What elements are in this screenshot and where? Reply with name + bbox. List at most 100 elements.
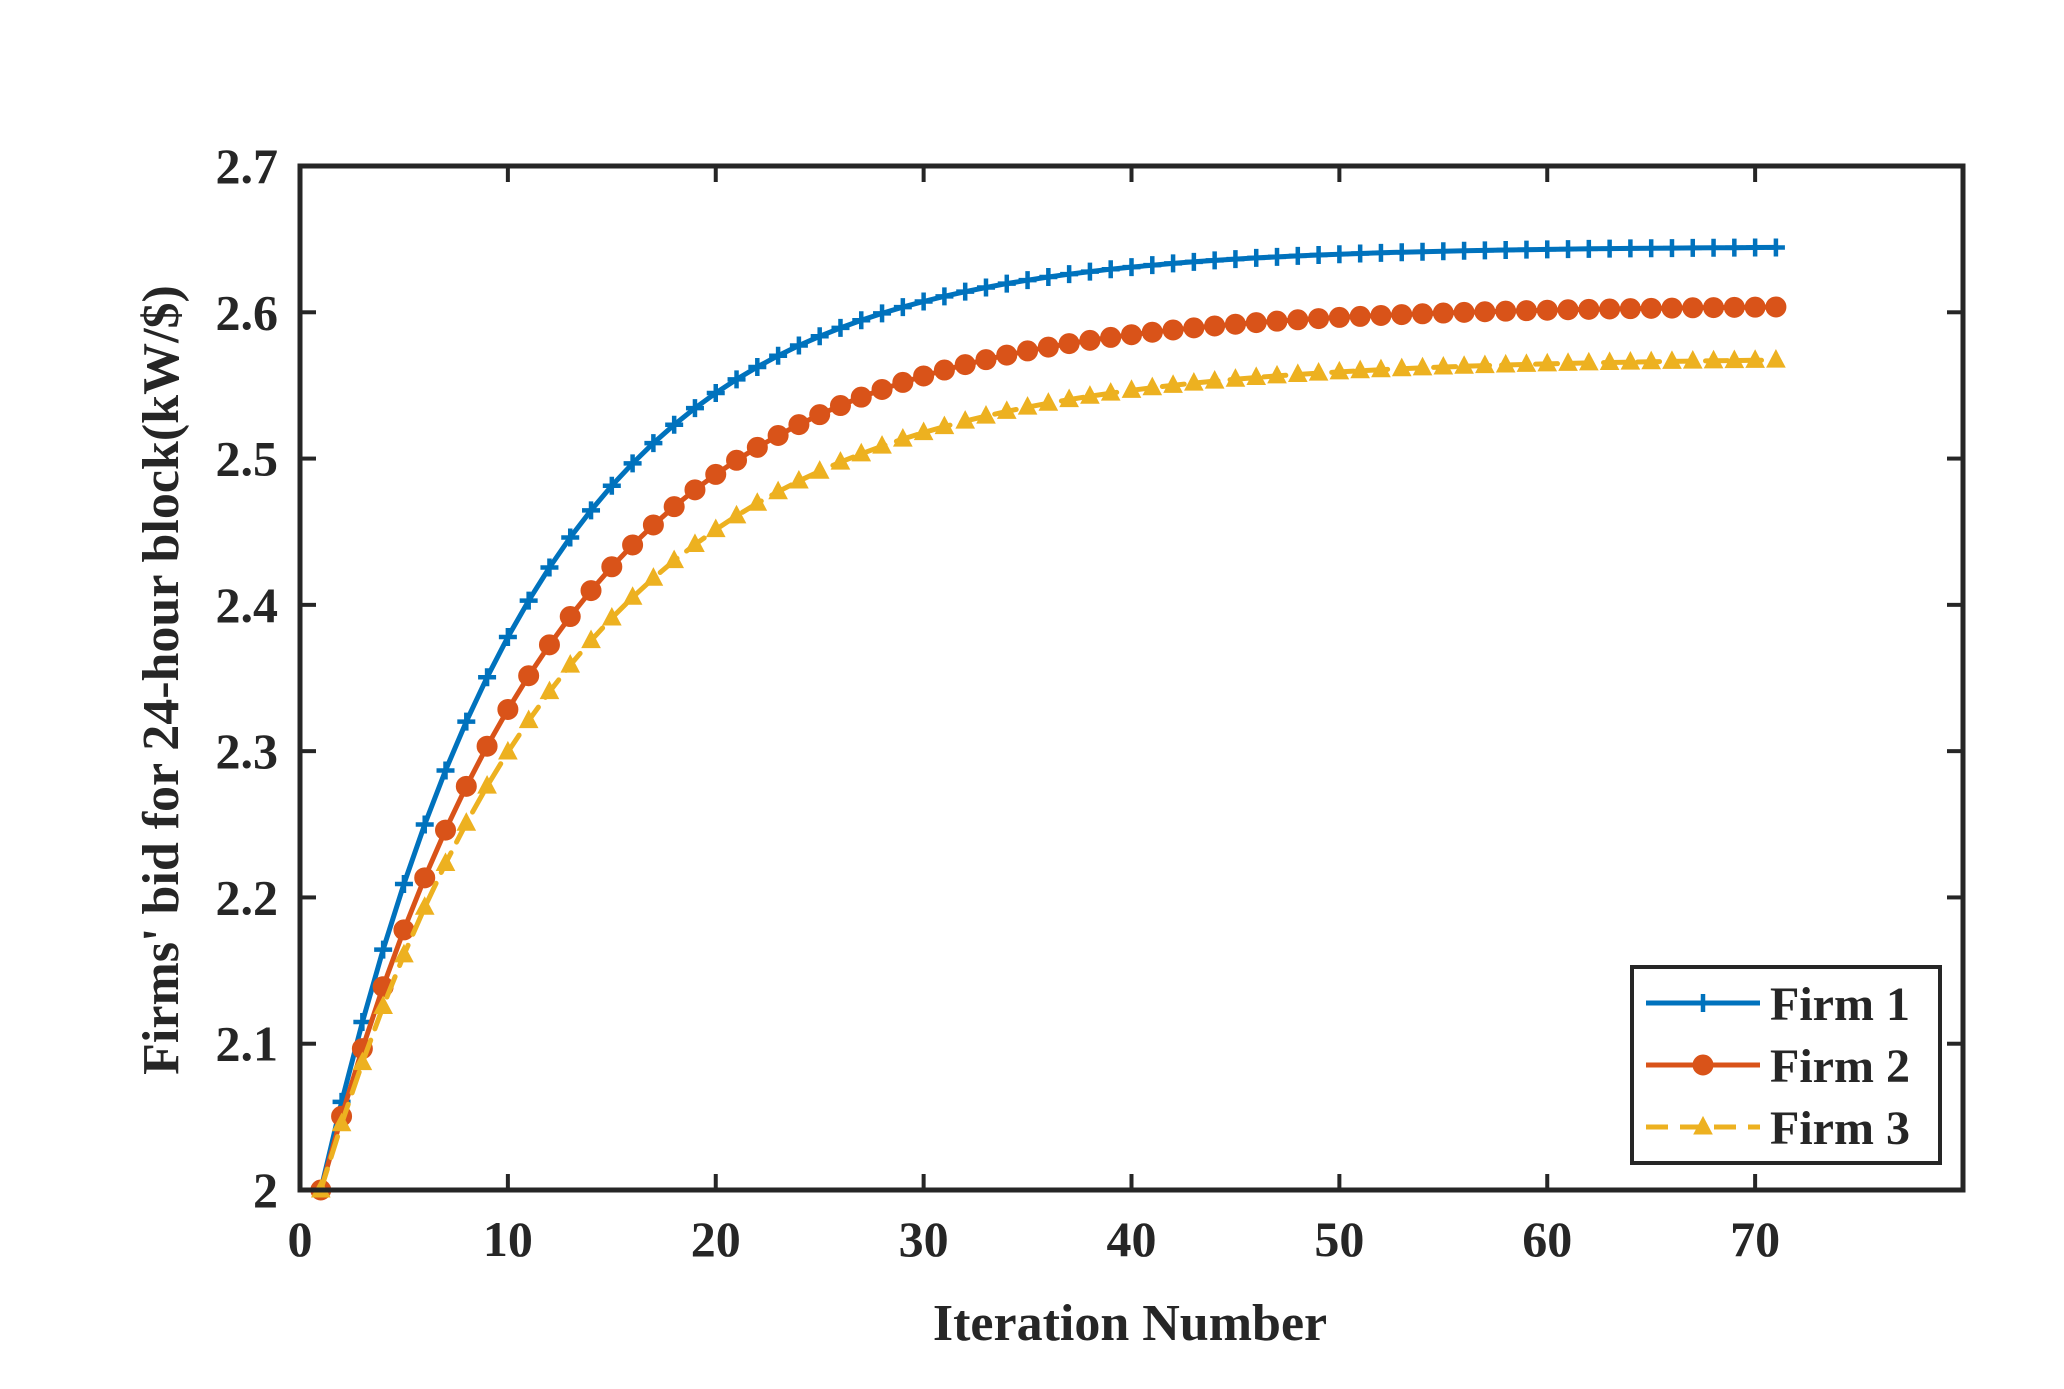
- series-3-point-8: [456, 812, 477, 831]
- series-2-point-39: [1100, 326, 1122, 348]
- series-1-point-28: [873, 304, 892, 323]
- series-2-point-36: [1037, 336, 1059, 358]
- series-3-point-47: [1267, 364, 1287, 384]
- x-tick-label: 40: [1107, 1211, 1157, 1267]
- series-1-point-62: [1579, 239, 1598, 258]
- series-2-point-41: [1141, 321, 1163, 343]
- series-2-point-19: [684, 479, 706, 501]
- series-1-point-26: [831, 318, 850, 337]
- series-1-point-58: [1496, 240, 1515, 259]
- series-3-point-18: [664, 549, 685, 569]
- axes-layer: 0 10 20 30 40 50 60 70 2 2.1 2.2 2.3 2.4 2.5 2.6 2.7: [216, 138, 1966, 1267]
- series-1-point-34: [997, 274, 1016, 293]
- series-1-point-46: [1247, 248, 1266, 267]
- series-1-point-15: [602, 476, 621, 495]
- series-1-point-38: [1080, 262, 1099, 281]
- legend-label-2: Firm 2: [1770, 1040, 1910, 1093]
- series-1-point-8: [457, 712, 476, 731]
- series-2-point-38: [1079, 329, 1101, 351]
- legend: Firm 1 Firm 2 Firm 3: [1630, 965, 1942, 1165]
- y-tick-label: 2: [253, 1162, 278, 1218]
- series-2-point-55: [1432, 302, 1454, 324]
- series-1-point-44: [1205, 251, 1224, 270]
- series-2-point-22: [746, 436, 768, 458]
- series-3-point-66: [1662, 350, 1682, 369]
- series-3-point-35: [1017, 396, 1038, 415]
- series-3-point-65: [1641, 350, 1662, 370]
- x-tick-label: 0: [288, 1211, 313, 1267]
- series-1-point-42: [1164, 254, 1183, 273]
- series-1-point-20: [706, 384, 725, 403]
- series-2-point-68: [1703, 297, 1725, 319]
- series-2-point-40: [1121, 324, 1142, 346]
- series-3-point-6: [414, 896, 435, 915]
- series-1-point-30: [914, 292, 933, 311]
- series-3-point-41: [1142, 376, 1163, 396]
- x-tick-label: 50: [1314, 1211, 1364, 1267]
- series-3-point-34: [996, 400, 1017, 419]
- series-1-point-64: [1621, 239, 1640, 258]
- series-3-point-64: [1620, 351, 1641, 370]
- series-2-point-42: [1162, 319, 1184, 341]
- series-1-point-54: [1413, 242, 1432, 261]
- series-3-point-30: [913, 421, 934, 441]
- series-1-point-4: [374, 940, 393, 959]
- series-3-point-27: [851, 442, 872, 462]
- series-2-point-32: [954, 354, 976, 376]
- series-2-point-70: [1744, 296, 1766, 318]
- series-3-point-37: [1059, 388, 1079, 408]
- series-2-point-48: [1287, 309, 1309, 331]
- series-3-point-12: [539, 680, 560, 700]
- series-2-point-47: [1266, 310, 1288, 332]
- series-3-point-55: [1433, 355, 1454, 375]
- series-2-point-45: [1224, 313, 1246, 335]
- series-2-point-21: [726, 449, 748, 471]
- series-1-point-41: [1143, 256, 1162, 275]
- series-1-point-43: [1184, 252, 1203, 271]
- y-tick-label: 2.6: [216, 284, 279, 340]
- series-3-point-44: [1204, 370, 1225, 389]
- series-3-point-15: [601, 606, 622, 626]
- series-2-point-49: [1308, 308, 1330, 330]
- series-2-point-13: [559, 606, 581, 628]
- series-3-point-7: [435, 852, 456, 872]
- series-3-point-24: [789, 469, 809, 489]
- y-tick-label: 2.5: [216, 431, 279, 487]
- series-2-point-44: [1204, 315, 1226, 337]
- series-2-point-14: [580, 580, 602, 602]
- series-1-point-33: [976, 278, 995, 297]
- series-3-point-17: [643, 567, 664, 586]
- series-3-point-19: [685, 533, 705, 552]
- legend-marker-1: [1694, 994, 1712, 1012]
- series-3-point-54: [1412, 356, 1433, 376]
- series-1-point-57: [1475, 241, 1494, 260]
- series-3-point-40: [1121, 379, 1142, 398]
- series-2-point-53: [1391, 304, 1413, 326]
- series-1-point-23: [769, 346, 788, 365]
- series-1-point-16: [623, 454, 642, 473]
- series-2-point-54: [1412, 303, 1434, 325]
- series-2-point-9: [476, 735, 498, 757]
- series-2-point-26: [829, 395, 851, 417]
- series-1-point-29: [893, 298, 912, 317]
- series-2-point-11: [518, 665, 540, 687]
- series-3-point-70: [1745, 349, 1765, 368]
- series-3-point-49: [1308, 362, 1329, 381]
- series-1-point-25: [810, 327, 829, 346]
- series-3-point-69: [1724, 349, 1745, 369]
- series-1-point-70: [1746, 238, 1765, 257]
- series-2-point-18: [663, 496, 685, 518]
- series-1-point-18: [665, 415, 684, 434]
- series-2-point-33: [975, 349, 997, 371]
- series-3-point-13: [560, 654, 581, 673]
- series-2-point-67: [1682, 297, 1704, 319]
- y-tick-label: 2.1: [216, 1016, 279, 1072]
- series-2-point-8: [455, 775, 477, 797]
- series-3-point-11: [518, 709, 539, 729]
- series-3-point-20: [705, 518, 726, 538]
- series-3-point-31: [934, 415, 955, 435]
- series-3-point-51: [1350, 359, 1370, 379]
- series-2-point-66: [1661, 297, 1683, 319]
- x-tick-label: 30: [899, 1211, 949, 1267]
- series-2-point-24: [788, 414, 810, 436]
